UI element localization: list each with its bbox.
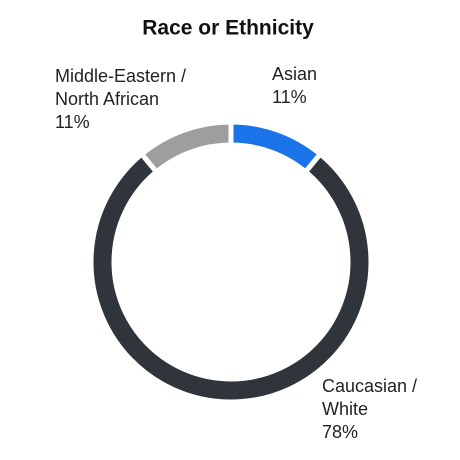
category-label: Caucasian / White	[322, 376, 418, 419]
chart-title: Race or Ethnicity	[142, 17, 314, 40]
donut-segment	[228, 119, 324, 176]
slice-label: Middle-Eastern / North African 11%	[55, 65, 210, 134]
value-label: 11%	[55, 112, 90, 132]
slice-label: Caucasian / White 78%	[322, 375, 452, 444]
donut-segment	[138, 119, 234, 176]
donut-segment	[88, 150, 374, 405]
slice-label: Asian 11%	[272, 63, 392, 109]
value-label: 11%	[272, 87, 307, 107]
category-label: Middle-Eastern / North African	[55, 66, 187, 109]
category-label: Asian	[272, 64, 318, 84]
value-label: 78%	[322, 422, 359, 442]
